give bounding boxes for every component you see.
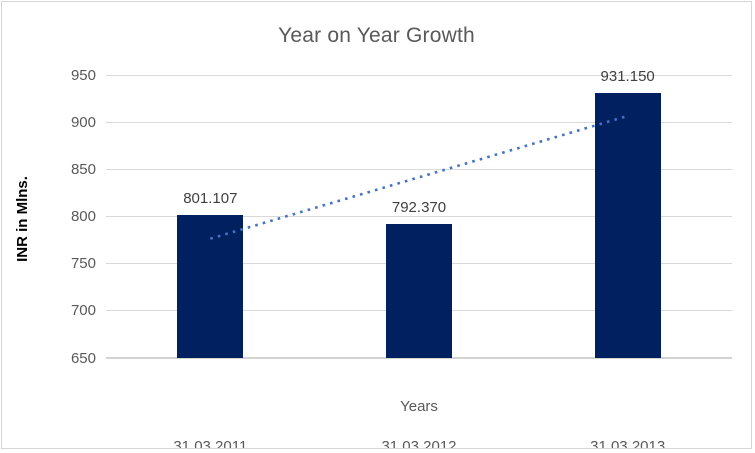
x-axis-line: [106, 357, 732, 359]
gridline-y-900: [106, 121, 732, 123]
bar-31.03.2011: [177, 215, 244, 358]
y-tick-label-900: 900: [70, 113, 96, 131]
gridline-y-800: [106, 216, 732, 217]
x-axis-title: Years: [400, 398, 438, 415]
gridline-y-950: [106, 74, 732, 76]
y-tick-label-850: 850: [70, 160, 96, 178]
y-tick-label-650: 650: [70, 349, 96, 367]
bar-31.03.2013: [594, 92, 661, 358]
y-axis-title: INR in Mlns.: [14, 176, 31, 262]
x-tick-label-31.03.2011: 31.03.2011: [173, 438, 248, 449]
data-label-31.03.2013: 931.150: [600, 67, 655, 85]
y-tick-label-750: 750: [70, 255, 96, 273]
bar-31.03.2012: [386, 223, 452, 358]
trendline: [209, 114, 629, 240]
y-tick-label-950: 950: [70, 66, 96, 84]
y-tick-label-800: 800: [70, 208, 96, 225]
chart-title: Year on Year Growth: [278, 24, 475, 47]
y-tick-label-700: 700: [70, 302, 96, 320]
gridline-y-850: [106, 168, 732, 170]
x-tick-label-31.03.2012: 31.03.2012: [381, 438, 457, 449]
data-label-31.03.2011: 801.107: [183, 190, 238, 208]
plot-area: 650 700 750 800 850 900 950 801.107 31.03.2011 79…: [71, 68, 732, 448]
x-tick-label-31.03.2013: 31.03.2013: [590, 438, 666, 449]
data-label-31.03.2012: 792.370: [391, 198, 447, 216]
